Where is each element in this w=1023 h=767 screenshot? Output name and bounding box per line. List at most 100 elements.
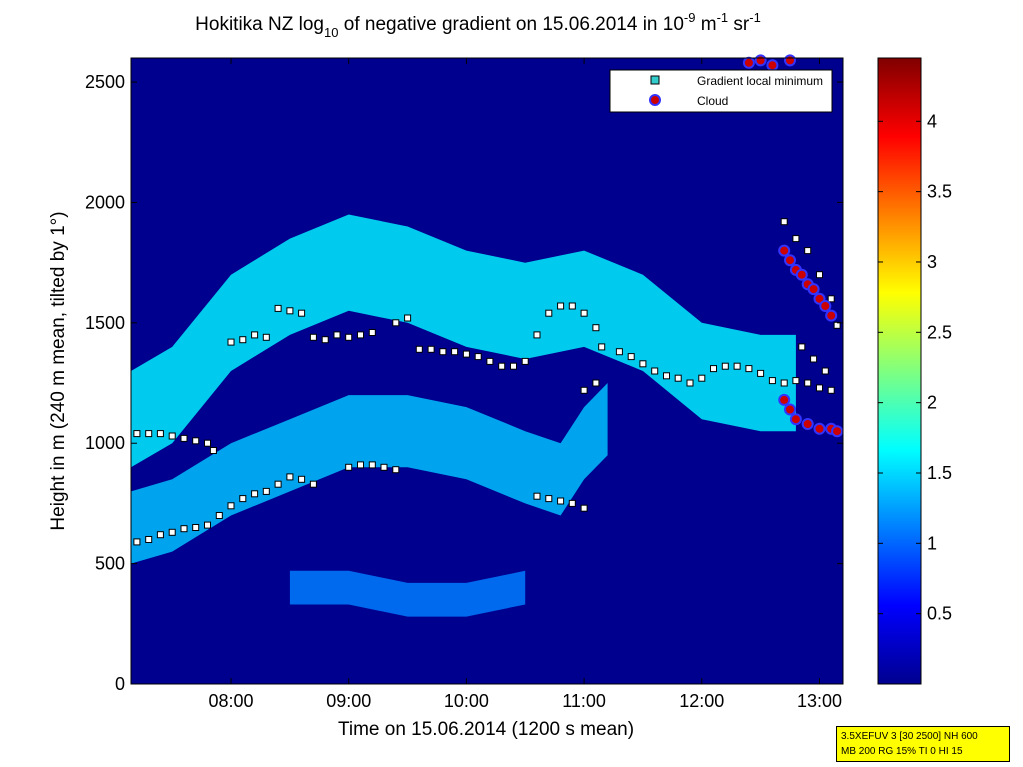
cloud-marker [784,54,796,67]
y-axis: 0 500 1000 1500 2000 2500 [85,72,843,694]
heatmap-layer [131,214,796,617]
gradient-minimum-marker [345,333,353,341]
gradient-minimum-marker [392,319,400,327]
info-line-2: MB 200 RG 15% TI 0 HI 15 [841,746,963,757]
x-tick-label: 08:00 [209,691,254,711]
legend-label-gradient-minimum: Gradient local minimum [697,74,823,88]
gradient-minimum-marker [615,348,623,356]
gradient-minimum-marker [674,374,682,382]
heat-band-top [131,214,796,468]
gradient-minimum-marker [227,502,235,510]
gradient-minimum-marker [498,362,506,370]
gradient-minimum-marker [415,345,423,353]
x-tick-label: 11:00 [562,691,606,711]
gradient-minimum-marker [780,218,788,226]
gradient-minimum-marker [427,345,435,353]
gradient-minimum-marker [639,360,647,368]
gradient-minimum-marker [274,480,282,488]
gradient-minimum-marker [462,350,470,358]
gradient-minimum-marker [721,362,729,370]
gradient-minimum-marker [309,480,317,488]
gradient-minimum-marker [439,348,447,356]
colorbar-tick-label: 1.5 [927,463,952,483]
gradient-minimum-marker [345,463,353,471]
gradient-minimum-marker [592,379,600,387]
gradient-minimum-marker [286,473,294,481]
cloud-marker [742,56,755,69]
gradient-minimum-marker [156,430,164,438]
gradient-minimum-marker [821,367,829,375]
gradient-minimum-marker [592,324,600,332]
gradient-minimum-marker [262,333,270,341]
gradient-minimum-marker [251,490,259,498]
gradient-minimum-marker [804,379,812,387]
x-axis-label: Time on 15.06.2014 (1200 s mean) [338,719,634,740]
info-line-1: 3.5XEFUV 3 [30 2500] NH 600 [841,731,978,742]
gradient-minimum-marker [204,521,211,529]
cloud-marker [778,244,791,257]
gradient-minimum-marker [357,331,364,339]
gradient-minimum-marker [533,331,541,339]
plot-frame [130,57,844,685]
gradient-minimum-marker [145,536,153,543]
cloud-marker [831,425,844,438]
heat-band-mid [131,383,608,564]
gradient-minimum-marker [792,377,800,385]
y-tick-label: 0 [115,674,125,694]
gradient-minimum-marker [827,386,835,394]
gradient-minimum-marker [833,321,841,329]
legend-square-marker [650,75,660,85]
heat-band-low [289,570,526,617]
colorbar-tick-label: 3.5 [927,182,952,202]
gradient-minimum-marker [580,309,588,317]
gradient-minimum-marker [810,355,818,363]
gradient-minimum-marker [733,362,741,370]
gradient-minimum-marker [568,499,576,507]
colorbar-tick-label: 2 [927,393,937,413]
gradient-minimum-marker [168,432,176,440]
cloud-marker [813,422,826,435]
gradient-minimum-marker [651,367,659,375]
gradient-minimum-marker [215,512,223,519]
gradient-minimum-marker [133,430,141,438]
cloud-marker [766,59,779,72]
gradient-minimum-marker [804,247,812,255]
gradient-minimum-marker [557,302,565,310]
cloud-marker [825,309,838,322]
legend-label-cloud: Cloud [697,94,728,108]
colorbar-gradient [877,57,922,685]
gradient-minimum-marker [262,487,270,495]
legend-circle-marker [649,94,661,106]
gradient-minimum-marker [204,439,211,447]
gradient-minimum-marker [627,353,635,361]
gradient-minimum-marker [545,495,553,503]
gradient-minimum-marker [239,495,247,503]
gradient-minimum-marker [392,466,400,474]
cloud-marker [789,413,802,426]
x-axis: 08:00 09:00 10:00 11:00 12:00 13:00 [209,58,842,711]
colorbar-tick-label: 0.5 [927,604,952,624]
gradient-minimum-marker [663,372,670,380]
y-tick-label: 2000 [85,192,125,212]
gradient-minimum-marker [298,475,306,483]
gradient-minimum-marker [133,538,141,546]
gradient-minimum-marker [827,295,835,303]
colorbar-ticks: 0.5 1 1.5 2 2.5 3 3.5 4 [878,111,952,624]
colorbar: 0.5 1 1.5 2 2.5 3 3.5 4 [877,57,952,685]
x-tick-label: 10:00 [444,691,489,711]
series-layer [133,54,844,546]
x-tick-label: 12:00 [679,691,724,711]
colorbar-tick-label: 3 [927,252,937,272]
gradient-minimum-marker [698,374,706,382]
gradient-minimum-marker [545,309,553,317]
chart-title: Hokitika NZ log10 of negative gradient o… [195,10,761,40]
gradient-minimum-marker [251,331,259,339]
y-tick-label: 1000 [85,433,125,453]
gradient-minimum-marker [321,336,329,344]
gradient-minimum-marker [580,386,588,394]
gradient-minimum-marker [239,336,247,344]
gradient-minimum-marker [180,434,188,442]
gradient-minimum-marker [227,338,235,346]
colorbar-tick-label: 4 [927,111,937,131]
